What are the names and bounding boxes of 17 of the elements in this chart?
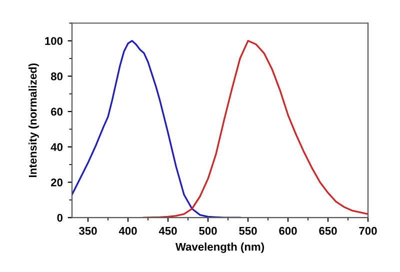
y-tick-label: 80 [50,72,63,80]
x-tick-label: 650 [319,226,337,235]
y-axis-title: Intensity (normalized) [28,63,39,178]
x-tick-label: 450 [158,226,177,235]
x-tick-label: 600 [279,226,297,235]
y-tick-label: 60 [51,108,63,116]
y-tick-label: 20 [51,178,63,186]
x-tick-label: 700 [359,226,377,235]
x-tick-label: 350 [78,226,97,235]
y-tick-label: 100 [45,37,63,45]
y-tick-label: 40 [50,143,63,152]
x-tick-label: 550 [239,226,257,235]
x-tick-label: 500 [199,226,217,235]
x-axis-title: Wavelength (nm) [175,242,264,253]
x-tick-label: 400 [118,226,137,235]
y-tick-label: 0 [57,214,63,222]
line-series [143,40,368,218]
